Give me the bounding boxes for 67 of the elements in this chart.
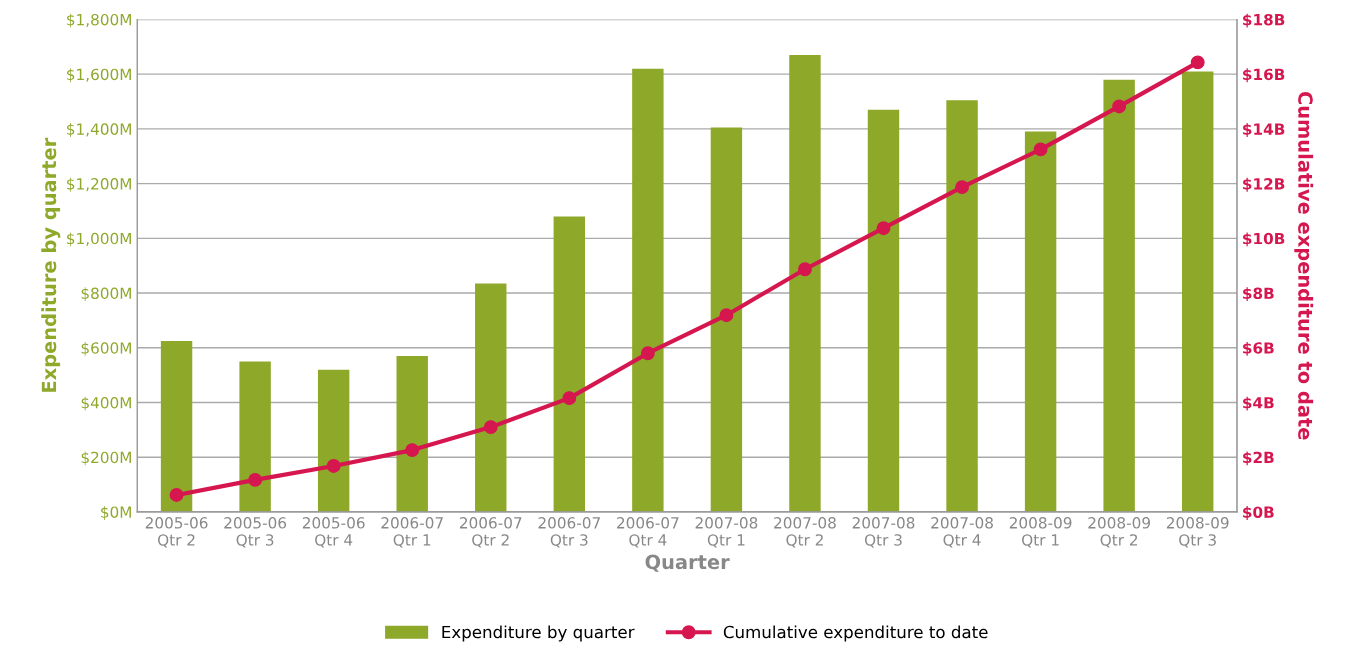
x-tick-label: 2006-07 Qtr 2 [459,517,522,548]
x-tick-label: 2005-06 Qtr 2 [145,517,208,548]
point [1033,142,1048,157]
point [248,472,263,487]
legend-label: Expenditure by quarter [442,625,635,642]
bar [475,283,507,512]
point [640,346,655,361]
y2-tick-label: $2B [1243,451,1274,466]
y-tick-label: $800M [81,287,131,302]
y2-tick-label: $10B [1243,232,1285,247]
point [483,420,498,435]
x-tick-label: 2007-08 Qtr 1 [695,517,758,548]
point [562,391,577,406]
bar [239,361,271,512]
point [326,459,341,473]
bar [789,55,821,512]
point [876,221,891,236]
x-tick-label: 2006-07 Qtr 4 [617,517,679,548]
bar [396,355,428,512]
y-tick-label: $1,400M [67,123,131,137]
x-tick-label: 2006-07 Qtr 3 [538,517,600,548]
y2-tick-label: $18B [1243,13,1285,28]
bar [160,340,193,512]
y2-tick-label: $12B [1243,177,1285,192]
y-tick-label: $0M [101,506,131,520]
bar [1181,71,1214,512]
y-tick-label: $1,000M [67,232,131,247]
x-tick-label: 2007-08 Qtr 4 [931,517,993,548]
point [955,180,969,195]
x-tick-label: 2005-06 Qtr 3 [224,517,287,548]
y-tick-label: $1,800M [67,13,131,28]
x-axis-title: Quarter [645,554,730,572]
bar [1103,79,1135,512]
y2-tick-label: $16B [1243,68,1285,83]
point [169,488,184,502]
x-tick-label: 2008-09 Qtr 3 [1166,517,1229,548]
bar [317,369,350,512]
y2-axis-title: Cumulative expenditure to date [1294,91,1314,440]
x-tick-label: 2005-06 Qtr 4 [302,517,365,548]
y2-tick-label: $6B [1243,341,1274,356]
bar [710,127,743,512]
point [798,262,812,277]
y2-tick-label: $14B [1243,123,1285,137]
y-tick-label: $200M [81,451,131,466]
legend-label: Cumulative expenditure to date [723,625,988,642]
y-tick-label: $1,200M [67,177,131,192]
y2-tick-label: $8B [1243,287,1274,302]
bar [632,68,664,512]
x-tick-label: 2006-07 Qtr 1 [381,517,443,548]
x-tick-label: 2007-08 Qtr 3 [852,517,915,548]
y-tick-label: $600M [81,341,131,356]
point [719,308,734,323]
x-tick-label: 2007-08 Qtr 2 [774,517,836,548]
bar [1024,131,1057,512]
y2-tick-label: $4B [1243,396,1274,411]
point [1190,55,1205,70]
x-tick-label: 2008-09 Qtr 1 [1009,517,1072,548]
bar [867,109,900,512]
bar [946,100,978,512]
x-tick-label: 2008-09 Qtr 2 [1088,517,1150,548]
y-tick-label: $1,600M [67,68,131,83]
y-tick-label: $400M [81,396,131,411]
point [1112,99,1127,114]
y2-tick-label: $0B [1243,506,1274,520]
point [405,443,420,458]
bar [553,216,586,512]
y-axis-title: Expenditure by quarter [41,137,61,392]
